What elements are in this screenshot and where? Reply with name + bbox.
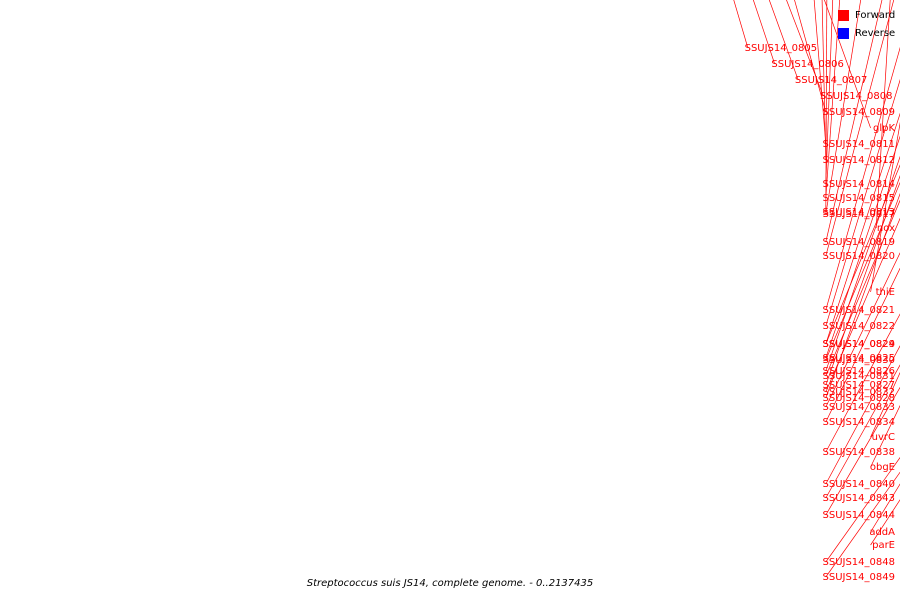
gene-label: SSUJS14_0840 (823, 479, 896, 490)
gene-label: SSUJS14_0809 (823, 107, 896, 118)
gene-label: SSUJS14_0834 (823, 417, 896, 428)
gene-label: uvrC (872, 432, 895, 443)
map-caption: Streptococcus suis JS14, complete genome… (306, 578, 594, 589)
leader-line (825, 46, 900, 311)
gene-labels: SSUJS14_0805 SSUJS14_0806 SSUJS14_0807 SSUJ… (745, 43, 896, 583)
leader-line (825, 79, 900, 327)
leader-line (825, 155, 900, 372)
gene-label: SSUJS14_0825 (823, 353, 896, 364)
gene-label: SSUJS14_0830 (823, 355, 896, 366)
gene-label: SSUJS14_0827 (823, 380, 896, 391)
leader-line (825, 175, 900, 386)
gene-label: SSUJS14_0819 (823, 237, 896, 248)
leader-line (825, 112, 900, 345)
leader-line (870, 121, 900, 293)
gene-label: SSUJS14_0806 (771, 59, 844, 70)
leader-line (825, 181, 900, 361)
gene-label: SSUJS14_0805 (745, 43, 818, 54)
gene-label: SSUJS14_0844 (823, 510, 896, 521)
gene-label: SSUJS14_0817 (823, 209, 896, 220)
leader-line (825, 0, 834, 185)
leader-line (825, 313, 900, 453)
gene-label: SSUJS14_0811 (823, 139, 896, 150)
legend-label-forward: Forward (855, 10, 896, 21)
leader-line (825, 345, 900, 485)
gene-label: SSUJS14_0831 (823, 371, 896, 382)
legend: Forward Reverse (838, 8, 895, 44)
gene-label: SSUJS14_0814 (823, 179, 896, 190)
leader-line (752, 0, 776, 65)
leader-line (768, 0, 799, 81)
gene-label: nox (877, 223, 895, 234)
leader-line (825, 0, 841, 199)
legend-label-reverse: Reverse (855, 28, 896, 39)
legend-item-forward: Forward (838, 8, 895, 23)
gene-label: SSUJS14_0828 (823, 393, 896, 404)
leader-line (825, 252, 900, 408)
gene-label: SSUJS14_0833 (823, 402, 896, 413)
gene-label: SSUJS14_0826 (823, 366, 896, 377)
leader-line (825, 192, 900, 399)
leader-line (821, 0, 827, 161)
gene-label: SSUJS14_0812 (823, 155, 896, 166)
gene-label: SSUJS14_0820 (823, 251, 896, 262)
gene-label: SSUJS14_0848 (823, 557, 896, 568)
legend-swatch-reverse (838, 28, 849, 39)
gene-label: parE (872, 540, 895, 551)
leader-line (813, 0, 827, 145)
leader-line (825, 199, 900, 377)
gene-label: SSUJS14_0829 (823, 339, 896, 350)
leader-line (825, 135, 900, 359)
leader-line (786, 0, 824, 97)
gene-label: obgE (870, 462, 895, 473)
gene-label: SSUJS14_0807 (795, 75, 868, 86)
gene-label: SSUJS14_0849 (823, 572, 896, 583)
leader-line (825, 364, 900, 499)
leader-line (875, 0, 891, 229)
gene-label: SSUJS14_0815 (823, 193, 896, 204)
gene-label: glpK (873, 123, 895, 134)
gene-label: SSUJS14_0813 (823, 207, 896, 218)
leader-line (825, 164, 900, 345)
gene-label: SSUJS14_0843 (823, 493, 896, 504)
leader-line (825, 267, 900, 423)
gene-label: SSUJS14_0822 (823, 321, 896, 332)
leader-line (825, 0, 895, 257)
leader-line (825, 0, 883, 243)
leader-line (825, 0, 828, 213)
leader-line (825, 217, 900, 393)
leader-line (794, 0, 827, 113)
gene-label: thiE (876, 287, 895, 298)
leader-line (825, 0, 862, 215)
gene-label: SSUJS14_0821 (823, 305, 896, 316)
gene-label: SSUJS14_0832 (823, 387, 896, 398)
legend-swatch-forward (838, 10, 849, 21)
gene-label: SSUJS14_0824 (823, 339, 896, 350)
legend-item-reverse: Reverse (838, 26, 895, 41)
gene-label: SSUJS14_0808 (820, 91, 893, 102)
label-leader-lines (733, 0, 900, 578)
gene-label: SSUJS14_0838 (823, 447, 896, 458)
gene-label: addA (869, 527, 895, 538)
leader-line (733, 0, 749, 49)
